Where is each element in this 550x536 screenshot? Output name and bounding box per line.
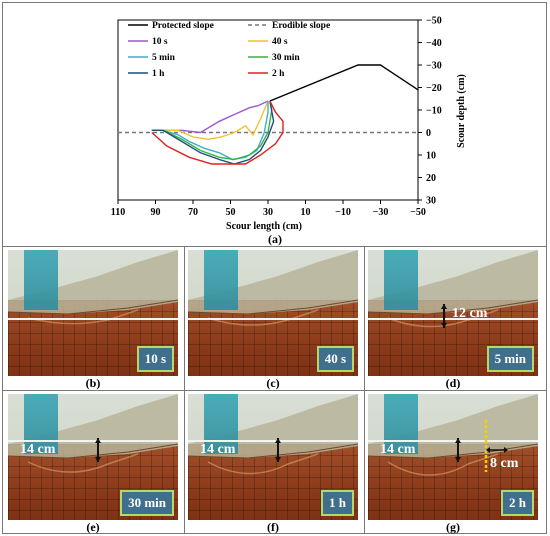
- y-tick-label: 20: [426, 173, 436, 184]
- y-tick-label: 0: [426, 128, 431, 139]
- divider-col1: [184, 246, 185, 534]
- scour-profile-chart: 110 90 70 50 30 10 −10 −30 −50 −50 −40 −30 −20 −10 0 10…: [111, 16, 467, 233]
- depth-label: 14 cm: [200, 442, 236, 457]
- x-tick-label: −50: [410, 207, 426, 218]
- flume-photo: 2 h 14 cm 8 cm: [368, 394, 538, 520]
- y-tick-label: −50: [426, 16, 442, 27]
- length-marker: [484, 420, 508, 472]
- x-tick-label: −10: [335, 207, 351, 218]
- legend-label: Erodible slope: [272, 21, 330, 31]
- time-tag: 10 s: [136, 346, 174, 372]
- flume-photo: 30 min 14 cm: [8, 394, 178, 520]
- panel-label: (f): [267, 520, 279, 534]
- series-line-5: [151, 100, 273, 161]
- legend-label: Protected slope: [152, 21, 214, 31]
- x-axis-label: Scour length (cm): [226, 221, 302, 232]
- depth-label: 12 cm: [452, 306, 488, 321]
- length-label: 8 cm: [490, 456, 519, 471]
- panel-label: (c): [266, 376, 280, 390]
- flume-photo: 40 s: [188, 250, 358, 376]
- panel-label: (e): [86, 520, 100, 534]
- x-tick-label: 110: [111, 207, 125, 218]
- depth-arrow: [95, 438, 101, 462]
- time-tag: 30 min: [120, 490, 174, 516]
- series-line-3: [151, 100, 269, 141]
- panel-label: (b): [85, 376, 101, 390]
- y-tick-label: 30: [426, 196, 436, 207]
- time-tag: 2 h: [501, 490, 534, 516]
- series-line-0: [269, 64, 419, 102]
- legend-label: 5 min: [152, 53, 176, 63]
- flume-photo: 5 min 12 cm: [368, 250, 538, 376]
- x-tick-label: 30: [263, 207, 273, 218]
- y-tick-label: −20: [426, 83, 442, 94]
- x-tick-label: 10: [301, 207, 311, 218]
- panel-label: (d): [445, 376, 461, 390]
- legend-label: 1 h: [152, 69, 165, 79]
- x-tick-label: 90: [151, 207, 161, 218]
- divider-a: [2, 246, 547, 247]
- y-axis-label: Scour depth (cm): [456, 74, 467, 148]
- legend-label: 10 s: [152, 37, 168, 47]
- x-tick-label: 50: [226, 207, 236, 218]
- series-layer: [118, 64, 419, 165]
- legend-label: 40 s: [272, 37, 288, 47]
- y-tick-label: 10: [426, 151, 436, 162]
- legend-label: 2 h: [272, 69, 285, 79]
- depth-label: 14 cm: [20, 442, 56, 457]
- legend-label: 30 min: [272, 53, 300, 63]
- panel-a-label: (a): [268, 232, 282, 246]
- divider-col2: [364, 246, 365, 534]
- time-tag: 5 min: [486, 346, 534, 372]
- divider-row1: [2, 390, 547, 391]
- chart-axes: 110 90 70 50 30 10 −10 −30 −50 −50 −40 −30 −20 −10 0 10…: [111, 16, 442, 219]
- depth-arrow: [455, 438, 461, 462]
- panel-label: (g): [446, 520, 460, 534]
- depth-label: 14 cm: [380, 442, 416, 457]
- flume-photo: 1 h 14 cm: [188, 394, 358, 520]
- series-line-2: [151, 100, 269, 134]
- depth-arrow: [275, 438, 281, 462]
- y-tick-label: −10: [426, 106, 442, 117]
- time-tag: 40 s: [316, 346, 354, 372]
- flume-photo: 10 s: [8, 250, 178, 376]
- y-tick-label: −30: [426, 61, 442, 72]
- legend: Protected slope Erodible slope 10 s 40 s 5 m…: [128, 21, 330, 79]
- x-tick-label: −30: [373, 207, 389, 218]
- series-line-7: [151, 100, 284, 165]
- time-tag: 1 h: [321, 490, 354, 516]
- depth-arrow: [441, 304, 447, 328]
- y-tick-label: −40: [426, 38, 442, 49]
- x-tick-label: 70: [188, 207, 198, 218]
- series-line-4: [151, 101, 269, 161]
